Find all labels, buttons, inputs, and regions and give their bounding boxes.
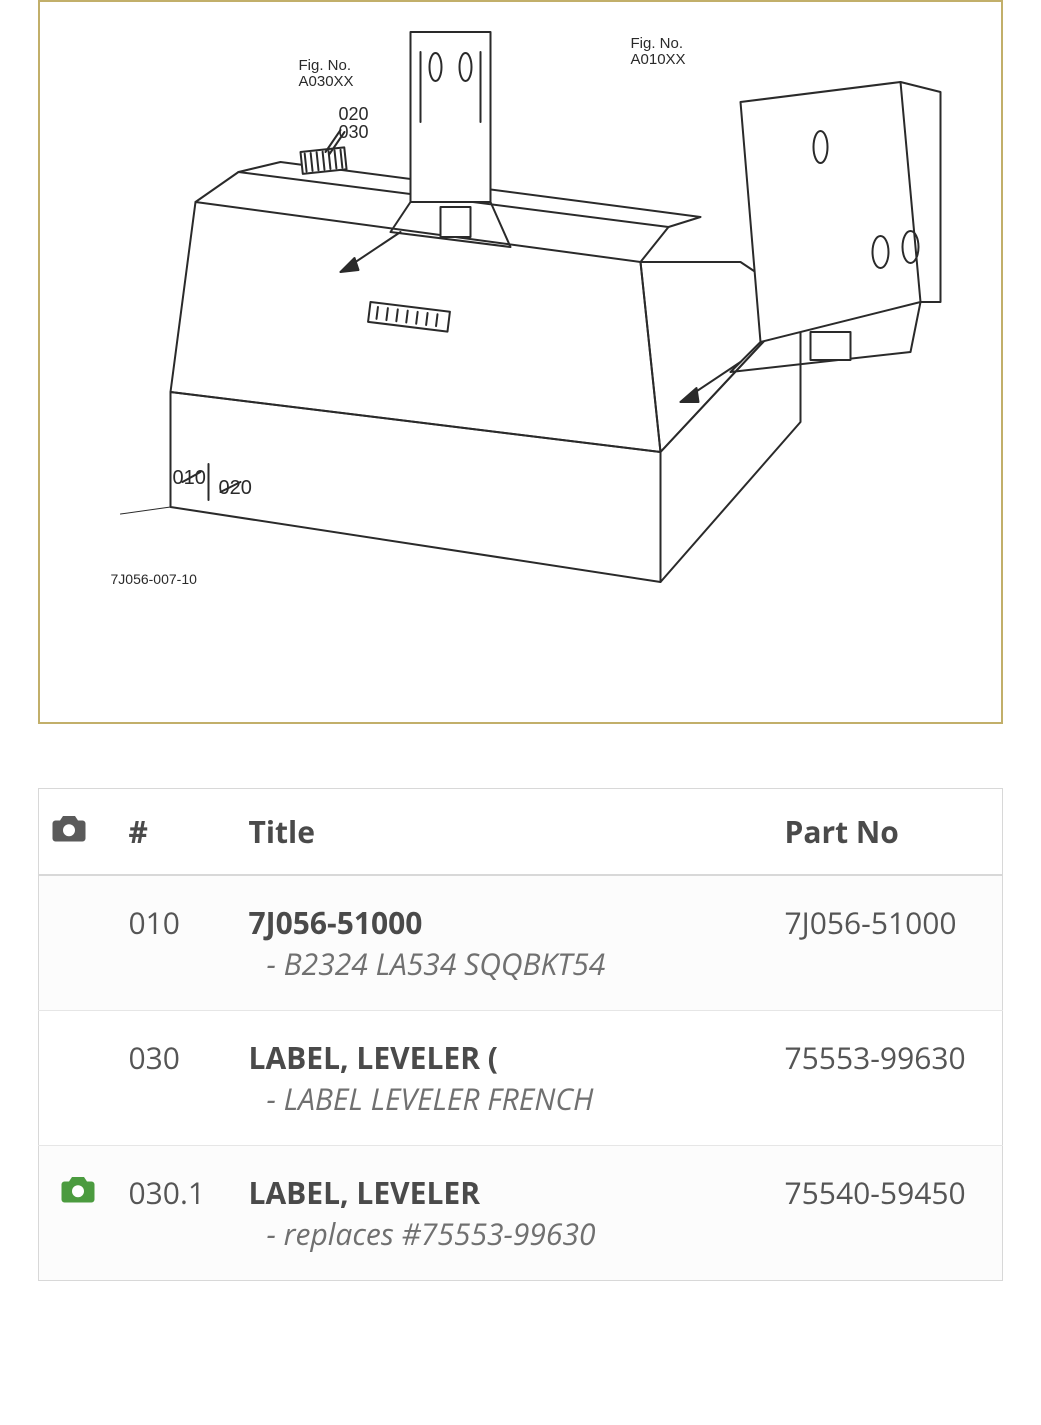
parts-diagram-frame: Fig. No. A030XX Fig. No. A010XX 020 030 … [38,0,1003,724]
table-row[interactable]: 030.1 LABEL, LEVELER - replaces #75553-9… [39,1146,1003,1281]
row-partno: 75553-99630 [773,1011,1003,1146]
row-partno: 75540-59450 [773,1146,1003,1281]
row-partno: 7J056-51000 [773,875,1003,1011]
row-ref: 010 [117,875,237,1011]
parts-table-header-row: # Title Part No [39,789,1003,876]
col-header-photo [39,789,117,876]
col-header-partno: Part No [773,789,1003,876]
row-title: LABEL, LEVELER - replaces #75553-99630 [237,1146,773,1281]
row-title: LABEL, LEVELER ( - LABEL LEVELER FRENCH [237,1011,773,1146]
row-title-sub: - LABEL LEVELER FRENCH [249,1078,761,1119]
col-header-ref: # [117,789,237,876]
row-photo-cell[interactable] [39,1146,117,1281]
row-title-sub: - B2324 LA534 SQQBKT54 [249,943,761,984]
diagram-callout-020-top: 020 [339,104,369,124]
row-ref: 030 [117,1011,237,1146]
diagram-fig-left-1: Fig. No. [299,57,352,74]
row-title-main: 7J056-51000 [249,902,423,943]
row-photo-cell [39,1011,117,1146]
row-title-main: LABEL, LEVELER ( [249,1037,498,1078]
diagram-fig-left-2: A030XX [299,73,354,90]
diagram-fig-right-1: Fig. No. [631,35,684,52]
table-row[interactable]: 010 7J056-51000 - B2324 LA534 SQQBKT54 7… [39,875,1003,1011]
diagram-footer-code: 7J056-007-10 [111,571,198,587]
diagram-callout-030-top: 030 [339,122,369,142]
diagram-callout-010: 010 [173,467,206,489]
row-title-sub: - replaces #75553-99630 [249,1213,761,1254]
row-title: 7J056-51000 - B2324 LA534 SQQBKT54 [237,875,773,1011]
diagram-fig-right-2: A010XX [631,51,686,68]
camera-icon [51,813,87,843]
col-header-title: Title [237,789,773,876]
diagram-callout-020-bottom: 020 [219,477,252,499]
row-ref: 030.1 [117,1146,237,1281]
row-title-main: LABEL, LEVELER [249,1172,481,1213]
row-photo-cell [39,875,117,1011]
camera-icon[interactable] [60,1174,96,1204]
table-row[interactable]: 030 LABEL, LEVELER ( - LABEL LEVELER FRE… [39,1011,1003,1146]
parts-diagram: Fig. No. A030XX Fig. No. A010XX 020 030 … [40,2,1001,722]
parts-table: # Title Part No 010 7J056-51000 - B2324 … [38,788,1003,1281]
